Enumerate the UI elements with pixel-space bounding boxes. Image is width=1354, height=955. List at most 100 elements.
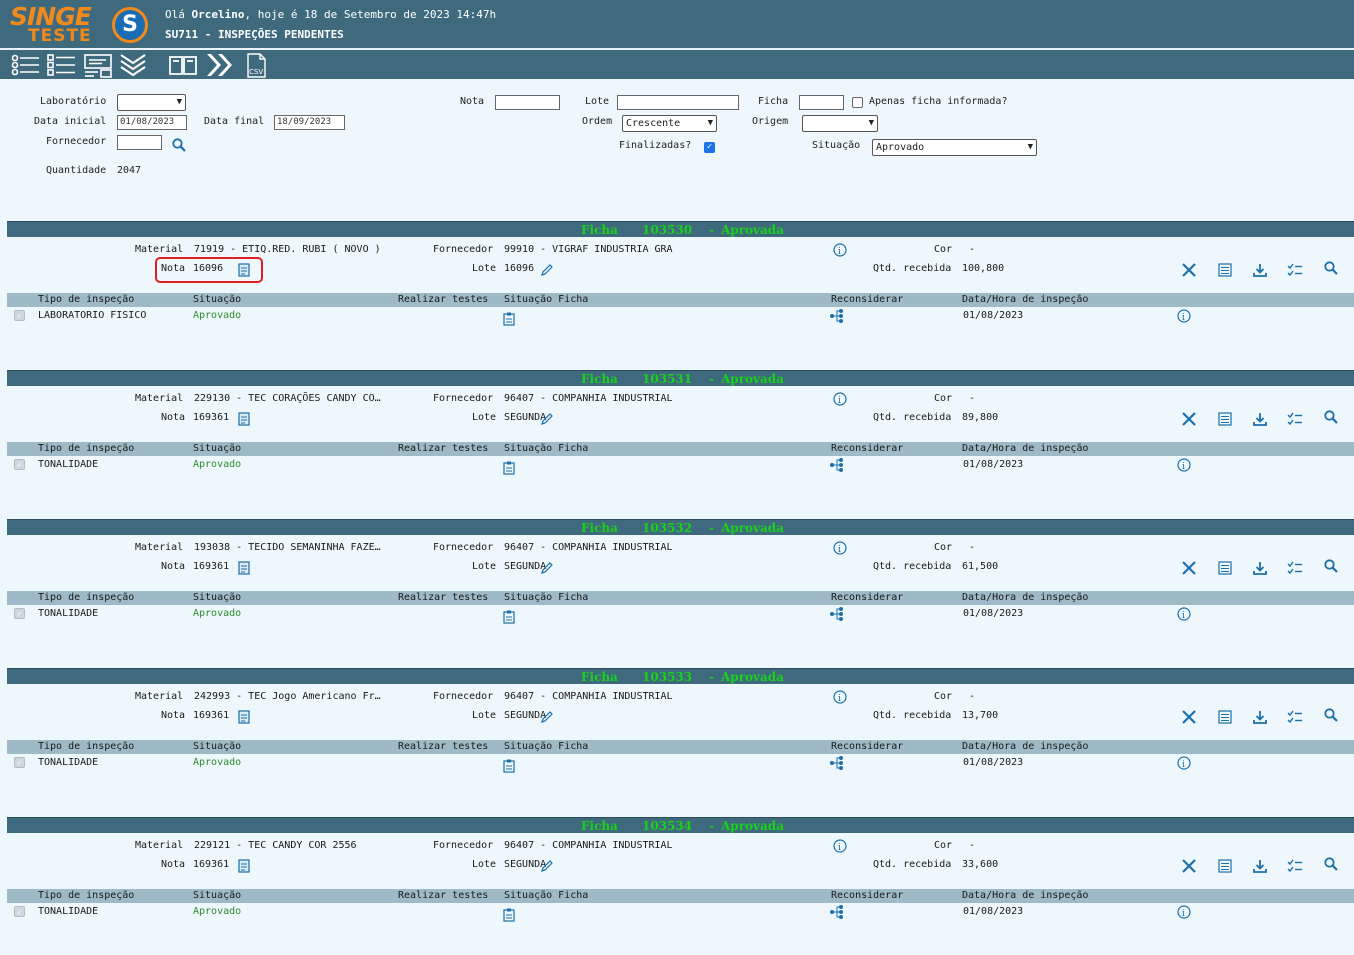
checklist-icon[interactable] xyxy=(45,52,77,78)
tools-icon[interactable] xyxy=(1181,262,1197,278)
info-icon[interactable]: i xyxy=(832,391,848,407)
data-hora-value: 01/08/2023 xyxy=(963,906,1024,917)
data-inicial-input[interactable]: 01/08/2023 xyxy=(117,115,187,130)
ficha-status: Aprovada xyxy=(721,670,784,684)
chevron-down-icon: ▼ xyxy=(176,97,182,107)
info-icon[interactable]: i xyxy=(1176,308,1192,324)
ficha-card: Ficha 103530- Aprovada Material 71919 - ETIQ… xyxy=(7,221,1354,370)
row-checkbox[interactable]: ✓ xyxy=(14,757,25,768)
situacao-select[interactable]: Aprovado ▼ xyxy=(872,139,1037,156)
info-icon[interactable]: i xyxy=(1176,904,1192,920)
finalizadas-checkbox[interactable]: ✓ xyxy=(704,142,715,153)
lote-filter-input[interactable] xyxy=(617,95,739,110)
search-icon[interactable] xyxy=(171,137,187,153)
document-icon[interactable] xyxy=(236,709,252,725)
document-icon[interactable] xyxy=(236,262,252,278)
form-icon[interactable] xyxy=(1217,262,1233,278)
zoom-icon[interactable] xyxy=(1323,409,1339,425)
toolbar: CSV xyxy=(0,50,1354,79)
origem-select[interactable]: ▼ xyxy=(802,115,878,132)
checklist-icon[interactable] xyxy=(1287,262,1303,278)
apenas-ficha-checkbox[interactable] xyxy=(852,97,863,108)
tools-icon[interactable] xyxy=(1181,560,1197,576)
info-icon[interactable]: i xyxy=(832,242,848,258)
csv-icon[interactable]: CSV xyxy=(240,52,272,78)
book-icon[interactable] xyxy=(167,52,199,78)
zoom-icon[interactable] xyxy=(1323,558,1339,574)
zoom-icon[interactable] xyxy=(1323,260,1339,276)
zoom-icon[interactable] xyxy=(1323,707,1339,723)
document-icon[interactable] xyxy=(236,858,252,874)
download-icon[interactable] xyxy=(1252,709,1268,725)
row-checkbox[interactable]: ✓ xyxy=(14,906,25,917)
reconsiderar-icon[interactable] xyxy=(829,904,845,920)
info-icon[interactable]: i xyxy=(832,540,848,556)
reconsiderar-icon[interactable] xyxy=(829,755,845,771)
row-checkbox[interactable]: ✓ xyxy=(14,310,25,321)
zoom-icon[interactable] xyxy=(1323,856,1339,872)
ficha-filter-input[interactable] xyxy=(799,95,844,110)
ficha-header-label: Ficha xyxy=(581,521,618,535)
material-value: 242993 - TEC Jogo Americano Fr… xyxy=(194,691,381,702)
checklist-icon[interactable] xyxy=(1287,560,1303,576)
nota-label: Nota xyxy=(161,859,186,870)
document-icon[interactable] xyxy=(236,560,252,576)
collapse-all-icon[interactable] xyxy=(117,52,149,78)
material-label: Material xyxy=(135,840,184,851)
download-icon[interactable] xyxy=(1252,560,1268,576)
data-final-input[interactable]: 18/09/2023 xyxy=(274,115,345,130)
info-icon[interactable]: i xyxy=(832,689,848,705)
checklist-icon[interactable] xyxy=(1287,709,1303,725)
form-icon[interactable] xyxy=(82,52,114,78)
form-icon[interactable] xyxy=(1217,709,1233,725)
checklist-icon[interactable] xyxy=(1287,411,1303,427)
document-icon[interactable] xyxy=(236,411,252,427)
clipboard-icon[interactable] xyxy=(501,609,517,625)
form-icon[interactable] xyxy=(1217,858,1233,874)
form-icon[interactable] xyxy=(1217,411,1233,427)
ficha-card: Ficha 103534- Aprovada Material 229121 - TEC… xyxy=(7,817,1354,955)
reconsiderar-icon[interactable] xyxy=(829,308,845,324)
download-icon[interactable] xyxy=(1252,262,1268,278)
qtd-recebida-value: 61,500 xyxy=(962,561,999,572)
info-icon[interactable]: i xyxy=(1176,606,1192,622)
fornecedor-label: Fornecedor xyxy=(46,136,107,147)
col-data-hora: Data/Hora de inspeção xyxy=(962,294,1089,305)
reconsiderar-icon[interactable] xyxy=(829,606,845,622)
ordem-select[interactable]: Crescente ▼ xyxy=(622,115,717,132)
list-icon[interactable] xyxy=(9,52,41,78)
edit-icon[interactable] xyxy=(539,262,555,278)
download-icon[interactable] xyxy=(1252,411,1268,427)
edit-icon[interactable] xyxy=(539,858,555,874)
lote-value: SEGUNDA xyxy=(504,859,547,870)
reconsiderar-icon[interactable] xyxy=(829,457,845,473)
nota-filter-input[interactable] xyxy=(495,95,560,110)
laboratorio-select[interactable]: ▼ xyxy=(117,94,186,111)
info-icon[interactable]: i xyxy=(832,838,848,854)
col-reconsiderar: Reconsiderar xyxy=(831,443,904,454)
clipboard-icon[interactable] xyxy=(501,758,517,774)
page-title: SU711 - INSPEÇÕES PENDENTES xyxy=(165,28,344,41)
edit-icon[interactable] xyxy=(539,709,555,725)
clipboard-icon[interactable] xyxy=(501,907,517,923)
clipboard-icon[interactable] xyxy=(501,311,517,327)
col-situacao: Situação xyxy=(193,443,242,454)
checklist-icon[interactable] xyxy=(1287,858,1303,874)
info-icon[interactable]: i xyxy=(1176,755,1192,771)
tools-icon[interactable] xyxy=(1181,858,1197,874)
info-icon[interactable]: i xyxy=(1176,457,1192,473)
forward-icon[interactable] xyxy=(203,52,235,78)
clipboard-icon[interactable] xyxy=(501,460,517,476)
fornecedor-input[interactable] xyxy=(117,135,162,150)
ficha-filter-label: Ficha xyxy=(758,96,789,107)
col-situacao: Situação xyxy=(193,294,242,305)
edit-icon[interactable] xyxy=(539,560,555,576)
row-checkbox[interactable]: ✓ xyxy=(14,459,25,470)
download-icon[interactable] xyxy=(1252,858,1268,874)
tools-icon[interactable] xyxy=(1181,411,1197,427)
edit-icon[interactable] xyxy=(539,411,555,427)
row-checkbox[interactable]: ✓ xyxy=(14,608,25,619)
form-icon[interactable] xyxy=(1217,560,1233,576)
tools-icon[interactable] xyxy=(1181,709,1197,725)
ficha-number: 103534 xyxy=(642,819,693,833)
